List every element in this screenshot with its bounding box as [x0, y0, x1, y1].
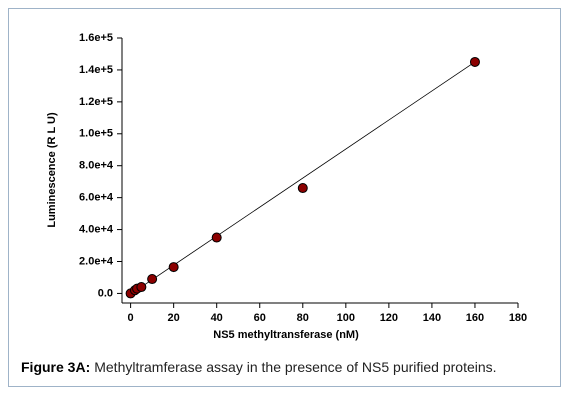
y-axis-label: Luminescence (R L U): [46, 112, 58, 228]
x-axis-label: NS5 methyltransferase (nM): [213, 329, 359, 341]
y-tick-label: 1.2e+5: [79, 96, 113, 108]
point: [168, 262, 179, 273]
point: [211, 232, 222, 243]
y-tick-label: 1.0e+5: [79, 128, 113, 140]
y-tick-label: 6.0e+4: [79, 192, 114, 204]
x-tick-label: 60: [254, 312, 266, 324]
point: [147, 274, 158, 285]
y-tick-label: 8.0e+4: [79, 160, 114, 172]
point: [469, 56, 480, 67]
point: [297, 183, 308, 194]
caption-text: Methyltramferase assay in the presence o…: [94, 359, 496, 375]
point: [136, 282, 147, 293]
caption-label: Figure 3A:: [21, 359, 90, 375]
x-tick-label: 80: [297, 312, 309, 324]
x-tick-label: 100: [337, 312, 355, 324]
y-tick-label: 0.0: [98, 287, 113, 299]
x-tick-label: 40: [211, 312, 223, 324]
frame: [8, 8, 561, 387]
caption: Figure 3A: Methyltramferase assay in the …: [21, 359, 497, 375]
x-tick-label: 0: [128, 312, 134, 324]
fit-line: [130, 61, 476, 295]
x-tick-label: 120: [380, 312, 398, 324]
y-tick-label: 1.4e+5: [79, 64, 113, 76]
x-tick-label: 180: [509, 312, 527, 324]
y-tick-label: 4.0e+4: [79, 223, 114, 235]
x-tick-label: 140: [423, 312, 441, 324]
y-tick-label: 1.6e+5: [79, 32, 113, 44]
x-tick-label: 20: [168, 312, 180, 324]
x-tick-label: 160: [466, 312, 484, 324]
y-tick-label: 2.0e+4: [79, 255, 114, 267]
